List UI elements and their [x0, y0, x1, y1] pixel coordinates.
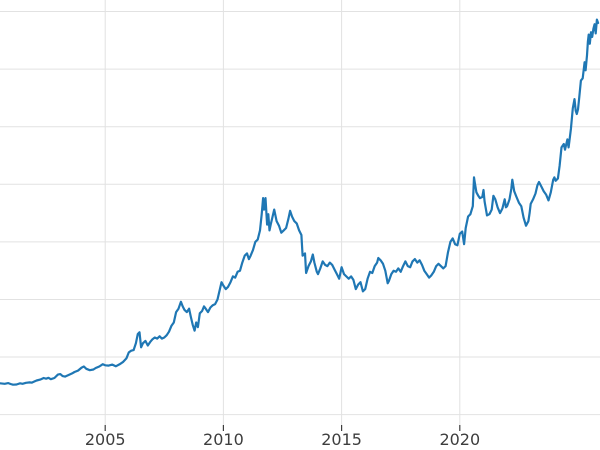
x-tick-label: 2020 [439, 430, 480, 449]
x-tick-label: 2015 [321, 430, 362, 449]
price-line [0, 18, 600, 386]
x-tick-label: 2005 [85, 430, 126, 449]
x-tick-label: 2010 [203, 430, 244, 449]
